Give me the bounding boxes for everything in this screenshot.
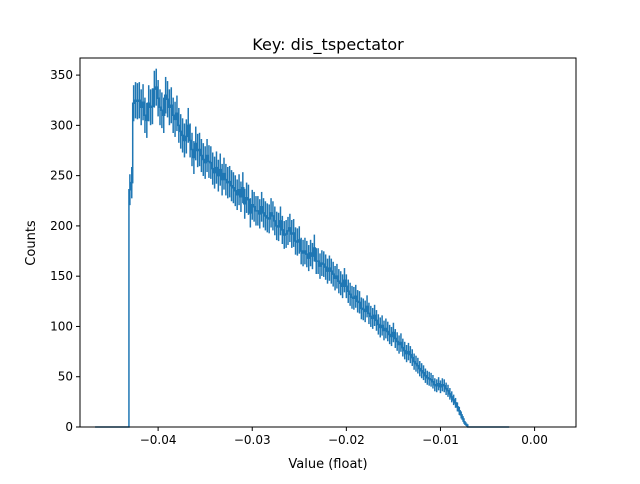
x-axis-label: Value (float)	[288, 457, 367, 472]
histogram-step-line	[95, 86, 510, 428]
chart-title: Key: dis_tspectator	[252, 35, 404, 55]
x-axis-ticks: −0.04 −0.03 −0.02 −0.01 0.00	[140, 427, 548, 447]
histogram-step	[95, 86, 510, 428]
y-tick-label: 50	[58, 370, 73, 384]
y-tick-label: 350	[50, 68, 73, 82]
y-tick-label: 150	[50, 269, 73, 283]
y-axis-label: Counts	[24, 220, 39, 266]
x-tick-label: 0.00	[521, 433, 548, 447]
plot-frame	[79, 57, 577, 428]
y-tick-label: 0	[65, 420, 73, 434]
x-tick-label: −0.04	[140, 433, 177, 447]
y-tick-label: 200	[50, 219, 73, 233]
x-tick-label: −0.01	[422, 433, 459, 447]
x-tick-label: −0.03	[234, 433, 271, 447]
y-axis-ticks: 0 50 100 150 200 250 300 350	[50, 68, 80, 434]
y-tick-label: 250	[50, 169, 73, 183]
y-tick-label: 300	[50, 118, 73, 132]
y-tick-label: 100	[50, 319, 73, 333]
x-tick-label: −0.02	[328, 433, 365, 447]
